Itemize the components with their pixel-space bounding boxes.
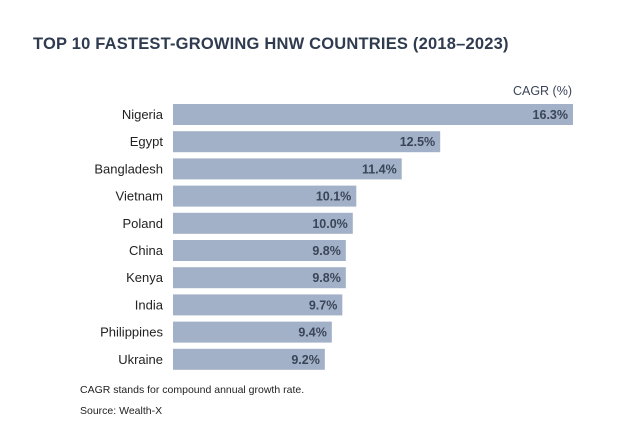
value-label: 9.2% [291,353,320,367]
category-label: Nigeria [122,107,164,122]
category-label: Kenya [126,270,164,285]
category-label: China [129,243,164,258]
value-label: 9.4% [298,326,327,340]
value-axis-label: CAGR (%) [512,84,572,98]
value-label: 9.8% [312,271,341,285]
bar-vietnam [173,185,357,207]
value-label: 9.8% [312,244,341,258]
footnote: CAGR stands for compound annual growth r… [80,384,305,396]
value-label: 16.3% [533,108,568,122]
value-label: 9.7% [309,298,338,312]
category-label: Philippines [100,325,163,340]
bar-poland [173,212,353,234]
category-label: Egypt [130,134,164,149]
bar-ukraine [173,348,325,370]
value-label: 10.1% [316,190,351,204]
bar-bangladesh [173,158,402,180]
category-label: Ukraine [118,352,163,367]
source-note: Source: Wealth-X [80,405,163,417]
category-label: India [135,297,164,312]
value-label: 12.5% [400,135,435,149]
bar-india [173,294,343,316]
category-label: Bangladesh [94,161,163,176]
category-label: Poland [123,216,163,231]
bar-china [173,240,346,261]
category-label: Vietnam [116,189,163,204]
value-label: 11.4% [362,162,397,176]
bar-kenya [173,267,346,289]
chart-title: TOP 10 FASTEST-GROWING HNW COUNTRIES (20… [33,35,509,53]
bar-egypt [173,131,441,153]
bar-philippines [173,321,332,343]
bar-nigeria [173,104,573,125]
value-label: 10.0% [312,217,347,231]
